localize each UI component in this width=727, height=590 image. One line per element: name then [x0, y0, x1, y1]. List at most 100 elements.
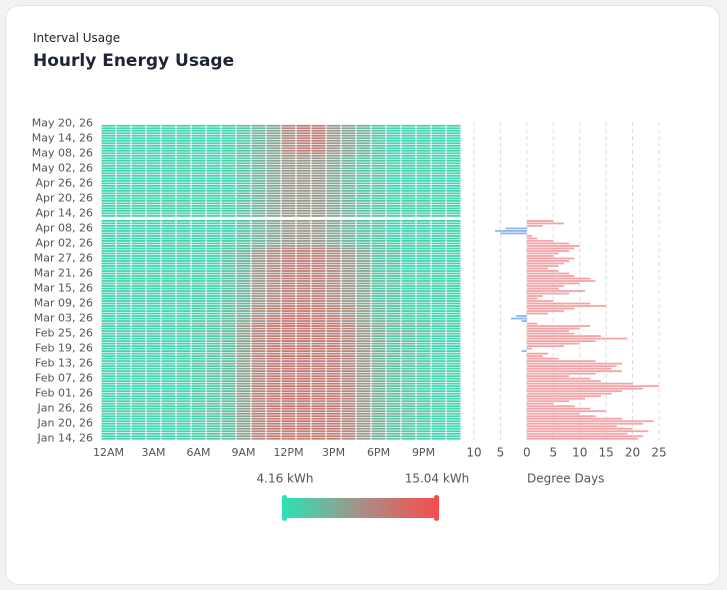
- heat-cell: [191, 347, 206, 350]
- heat-cell: [341, 277, 356, 280]
- heat-cell: [326, 395, 341, 398]
- heat-cell: [251, 302, 266, 305]
- heat-cell: [251, 255, 266, 257]
- heat-cell: [131, 127, 146, 130]
- heat-cell: [326, 182, 341, 185]
- heat-cell: [161, 390, 176, 393]
- heat-cell: [101, 407, 116, 410]
- heat-cell: [341, 250, 356, 252]
- heat-cell: [311, 335, 326, 337]
- heat-cell: [146, 127, 161, 130]
- heat-cell: [206, 400, 221, 403]
- heat-cell: [356, 330, 371, 332]
- heat-cell: [416, 255, 431, 257]
- heat-cell: [101, 287, 116, 290]
- heat-cell: [266, 432, 281, 435]
- heat-cell: [266, 214, 281, 217]
- heat-cell: [311, 182, 326, 185]
- heat-cell: [191, 174, 206, 177]
- heat-cell: [296, 154, 311, 157]
- heat-cell: [386, 375, 401, 378]
- heat-cell: [326, 277, 341, 280]
- heat-cell: [416, 362, 431, 365]
- heat-cell: [326, 325, 341, 327]
- heat-cell: [146, 184, 161, 187]
- heat-cell: [236, 235, 251, 237]
- heat-cell: [326, 392, 341, 395]
- heat-cell: [371, 375, 386, 378]
- heat-cell: [221, 307, 236, 310]
- heat-cell: [161, 169, 176, 172]
- heat-cell: [281, 152, 296, 155]
- heat-cell: [176, 137, 191, 140]
- heat-cell: [101, 370, 116, 373]
- heat-cell: [191, 162, 206, 165]
- heat-cell: [416, 177, 431, 180]
- heat-cell: [161, 377, 176, 380]
- heat-cell: [146, 167, 161, 170]
- heat-cell: [281, 184, 296, 187]
- heat-cell: [131, 312, 146, 315]
- heat-cell: [191, 252, 206, 255]
- heat-cell: [281, 290, 296, 292]
- heat-cell: [101, 179, 116, 182]
- heat-cell: [221, 330, 236, 332]
- heat-cell: [281, 337, 296, 340]
- heat-cell: [131, 250, 146, 252]
- heat-cell: [281, 397, 296, 400]
- heat-cell: [371, 390, 386, 393]
- heat-cell: [326, 174, 341, 177]
- heat-cell: [266, 430, 281, 433]
- heat-cell: [266, 410, 281, 413]
- heat-cell: [311, 375, 326, 378]
- heat-cell: [416, 410, 431, 413]
- heat-cell: [206, 159, 221, 162]
- heat-cell: [266, 204, 281, 207]
- heat-cell: [281, 342, 296, 345]
- heat-cell: [341, 142, 356, 145]
- bar: [526, 437, 638, 440]
- heat-cell: [356, 292, 371, 295]
- heat-cell: [221, 320, 236, 322]
- heat-cell: [176, 235, 191, 237]
- heat-cell: [221, 290, 236, 292]
- heat-cell: [176, 367, 191, 370]
- heat-cell: [371, 127, 386, 130]
- heat-cell: [371, 380, 386, 383]
- heat-cell: [131, 287, 146, 290]
- heat-cell: [101, 367, 116, 370]
- heat-cell: [311, 352, 326, 355]
- heat-cell: [206, 357, 221, 360]
- heat-cell: [236, 177, 251, 180]
- heat-cell: [266, 227, 281, 230]
- heat-cell: [401, 199, 416, 202]
- heat-cell: [101, 235, 116, 237]
- heat-cell: [116, 260, 131, 262]
- heat-cell: [311, 420, 326, 423]
- heat-cell: [326, 397, 341, 400]
- heat-cell: [371, 367, 386, 370]
- heat-cell: [446, 430, 461, 433]
- heat-cell: [236, 352, 251, 355]
- heat-cell: [161, 375, 176, 378]
- heat-cell: [116, 390, 131, 393]
- heat-cell: [116, 280, 131, 282]
- heat-cell: [161, 292, 176, 295]
- heat-cell: [161, 350, 176, 353]
- heat-cell: [236, 132, 251, 135]
- heat-cell: [356, 250, 371, 252]
- heat-cell: [131, 132, 146, 135]
- heat-cell: [206, 330, 221, 332]
- heat-cell: [131, 169, 146, 172]
- heat-cell: [311, 432, 326, 435]
- heat-cell: [146, 247, 161, 250]
- heat-cell: [116, 292, 131, 295]
- heat-cell: [281, 325, 296, 327]
- heat-cell: [161, 372, 176, 375]
- heat-cell: [341, 292, 356, 295]
- heat-cell: [266, 260, 281, 262]
- heat-cell: [101, 382, 116, 385]
- heat-cell: [281, 427, 296, 430]
- heat-cell: [416, 227, 431, 230]
- heat-cell: [326, 380, 341, 383]
